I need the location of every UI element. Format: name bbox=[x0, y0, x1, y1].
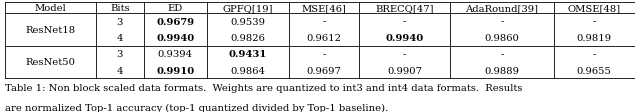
Text: -: - bbox=[323, 50, 326, 59]
Text: 0.9860: 0.9860 bbox=[484, 34, 520, 42]
Text: -: - bbox=[593, 17, 596, 26]
Text: 0.9539: 0.9539 bbox=[230, 17, 266, 26]
Text: 3: 3 bbox=[116, 17, 123, 26]
Text: -: - bbox=[403, 50, 406, 59]
Text: -: - bbox=[593, 50, 596, 59]
Text: Model: Model bbox=[35, 4, 67, 13]
Text: 0.9819: 0.9819 bbox=[577, 34, 612, 42]
Text: -: - bbox=[500, 17, 504, 26]
Text: 0.9910: 0.9910 bbox=[156, 66, 195, 75]
Text: 0.9612: 0.9612 bbox=[307, 34, 342, 42]
Text: 0.9826: 0.9826 bbox=[230, 34, 266, 42]
Text: 0.9940: 0.9940 bbox=[156, 34, 195, 42]
Text: -: - bbox=[403, 17, 406, 26]
Text: 0.9697: 0.9697 bbox=[307, 66, 342, 75]
Text: Table 1: Non block scaled data formats.  Weights are quantized to int3 and int4 : Table 1: Non block scaled data formats. … bbox=[5, 83, 522, 92]
Text: 0.9431: 0.9431 bbox=[228, 50, 267, 59]
Text: 0.9940: 0.9940 bbox=[385, 34, 424, 42]
Text: BRECQ[47]: BRECQ[47] bbox=[376, 4, 434, 13]
Text: 0.9907: 0.9907 bbox=[387, 66, 422, 75]
Text: 0.9679: 0.9679 bbox=[156, 17, 194, 26]
Text: 0.9864: 0.9864 bbox=[230, 66, 266, 75]
Text: -: - bbox=[323, 17, 326, 26]
Text: are normalized Top-1 accuracy (top-1 quantized divided by Top-1 baseline).: are normalized Top-1 accuracy (top-1 qua… bbox=[5, 103, 388, 112]
Text: 0.9394: 0.9394 bbox=[157, 50, 193, 59]
Text: AdaRound[39]: AdaRound[39] bbox=[465, 4, 538, 13]
Text: Bits: Bits bbox=[110, 4, 130, 13]
Text: OMSE[48]: OMSE[48] bbox=[568, 4, 621, 13]
Text: ResNet18: ResNet18 bbox=[26, 25, 76, 34]
Text: 4: 4 bbox=[116, 34, 123, 42]
Text: 0.9655: 0.9655 bbox=[577, 66, 612, 75]
Text: ED: ED bbox=[168, 4, 183, 13]
Text: MSE[46]: MSE[46] bbox=[302, 4, 347, 13]
Text: -: - bbox=[500, 50, 504, 59]
Text: 3: 3 bbox=[116, 50, 123, 59]
Text: ResNet50: ResNet50 bbox=[26, 58, 76, 67]
Text: 0.9889: 0.9889 bbox=[484, 66, 520, 75]
Text: 4: 4 bbox=[116, 66, 123, 75]
Text: GPFQ[19]: GPFQ[19] bbox=[223, 4, 273, 13]
